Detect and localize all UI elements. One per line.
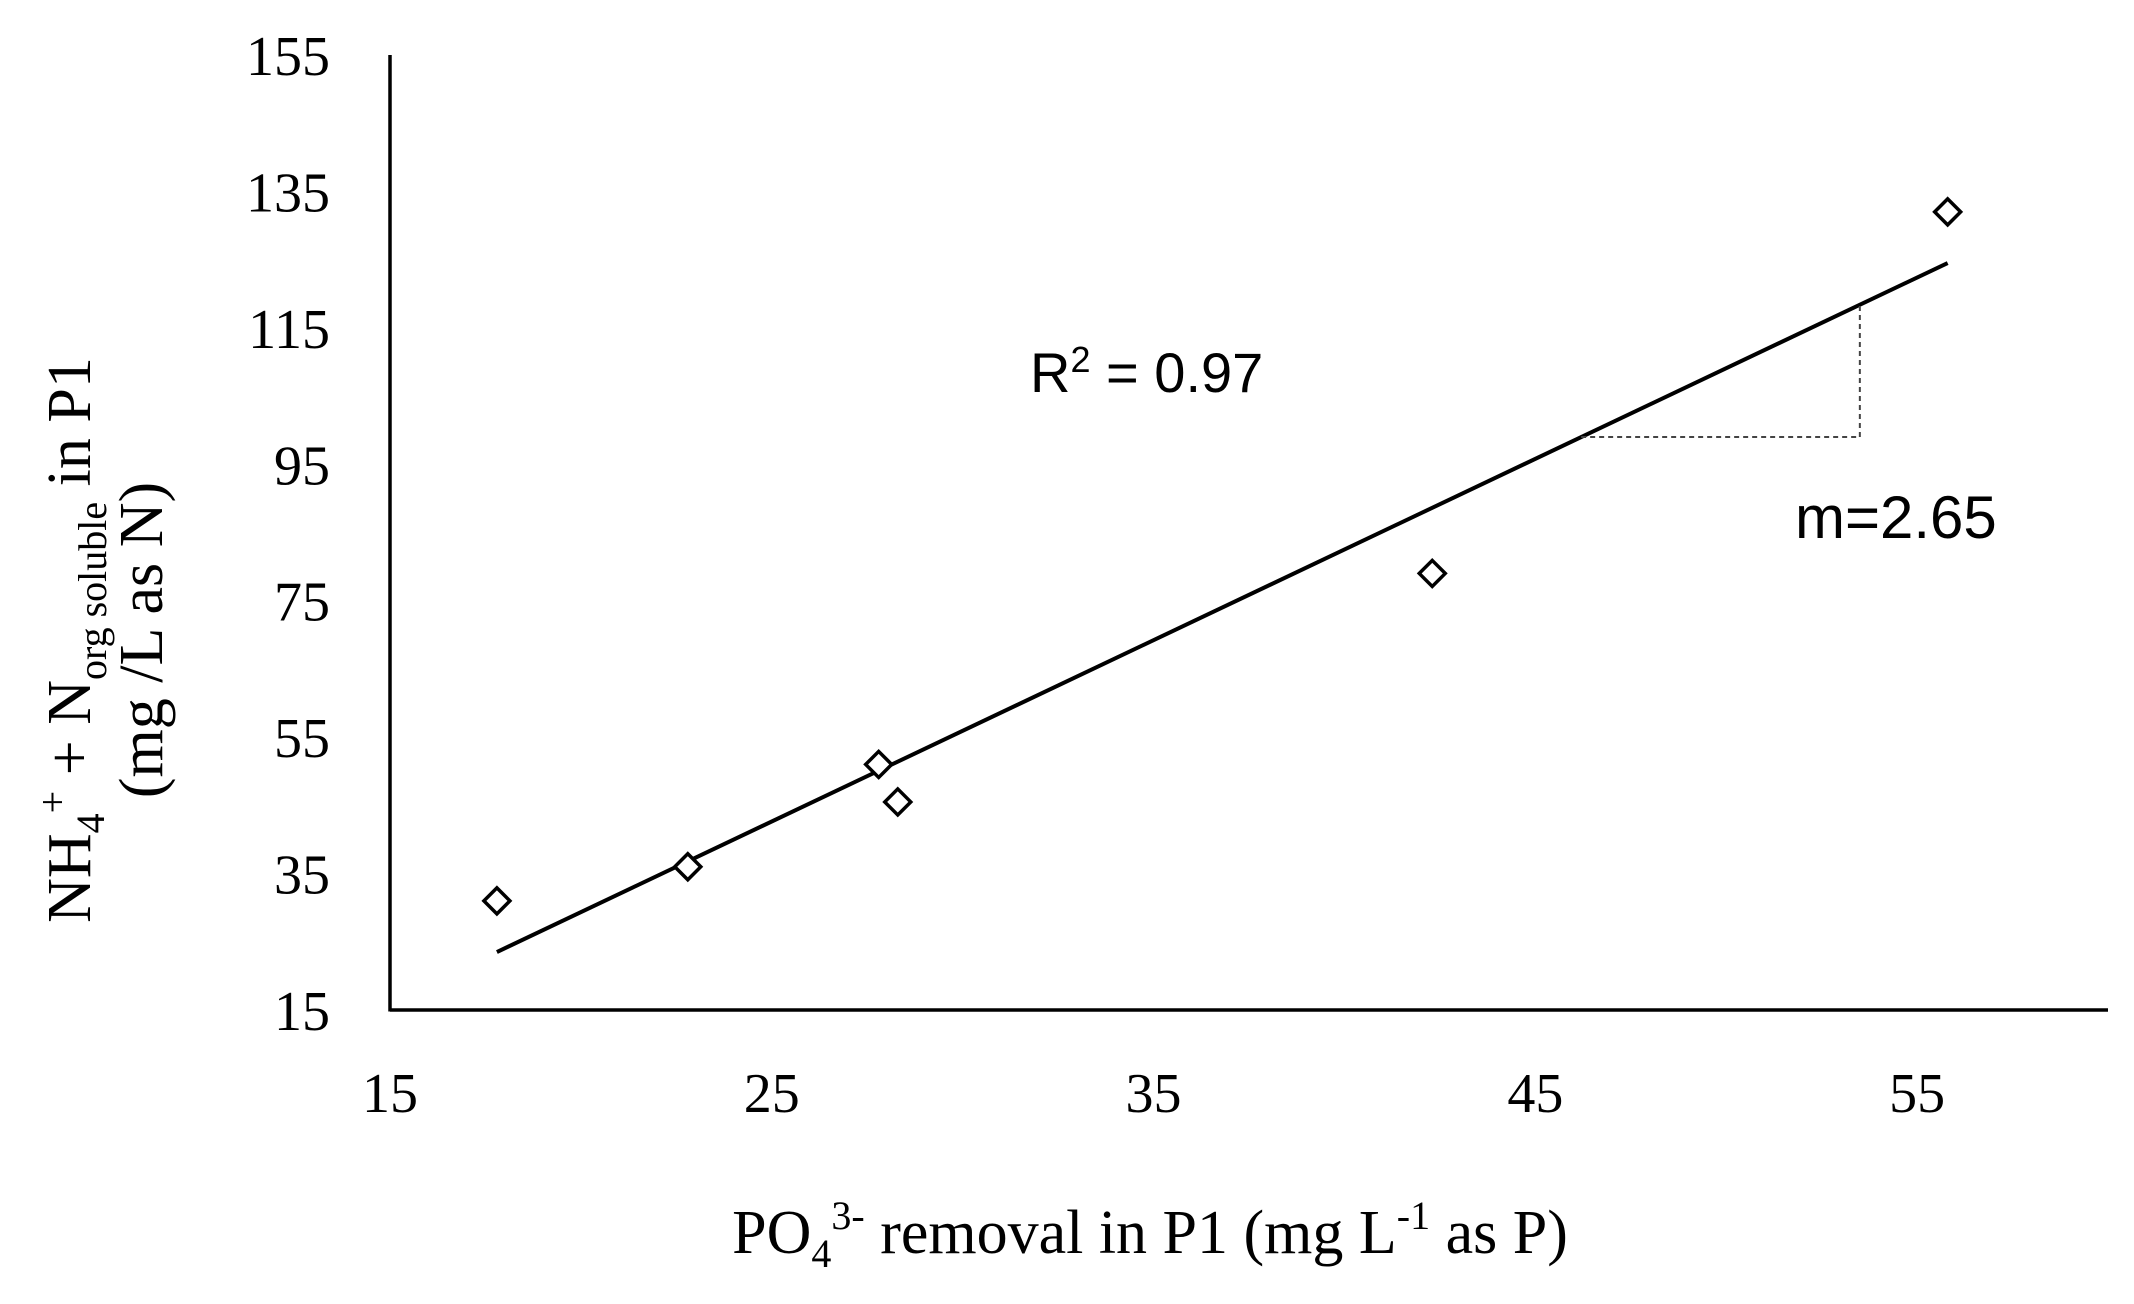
y-tick-labels: 15 35 55 75 95 115 135 155 (246, 26, 330, 1043)
x-tick-label: 15 (362, 1063, 418, 1125)
data-point (481, 885, 513, 917)
x-tick-label: 25 (744, 1063, 800, 1125)
y-tick-label: 155 (246, 26, 330, 88)
axes (388, 55, 2108, 1012)
y-tick-label: 75 (274, 572, 330, 634)
data-point (863, 748, 895, 780)
y-tick-label: 135 (246, 162, 330, 224)
y-tick-label: 35 (274, 845, 330, 907)
y-axis-title-line2: (mg /L as N) (108, 482, 176, 798)
data-point (1416, 557, 1448, 589)
r-squared-annotation: R2 = 0.97 (1030, 339, 1263, 404)
data-point (1932, 196, 1964, 228)
trendline-group (496, 261, 1949, 954)
x-tick-label: 55 (1889, 1063, 1945, 1125)
data-point (882, 786, 914, 818)
slope-triangle-group (1581, 306, 1861, 438)
y-axis-title: NH4+ + Norg soluble in P1 (mg /L as N) (30, 357, 176, 923)
y-tick-label: 115 (248, 299, 330, 361)
y-axis-title-line1: NH4+ + Norg soluble in P1 (30, 357, 115, 923)
y-tick-label: 55 (274, 708, 330, 770)
trendline (496, 261, 1949, 954)
y-tick-label: 95 (274, 435, 330, 497)
x-tick-label: 35 (1126, 1063, 1182, 1125)
data-point (672, 851, 704, 883)
slope-annotation: m=2.65 (1795, 484, 1997, 551)
x-tick-label: 45 (1507, 1063, 1563, 1125)
y-tick-label: 15 (274, 981, 330, 1043)
data-points (481, 196, 1964, 917)
x-tick-labels: 15 25 35 45 55 (362, 1063, 1945, 1125)
x-axis-title: PO43- removal in P1 (mg L-1 as P) (732, 1193, 1568, 1276)
